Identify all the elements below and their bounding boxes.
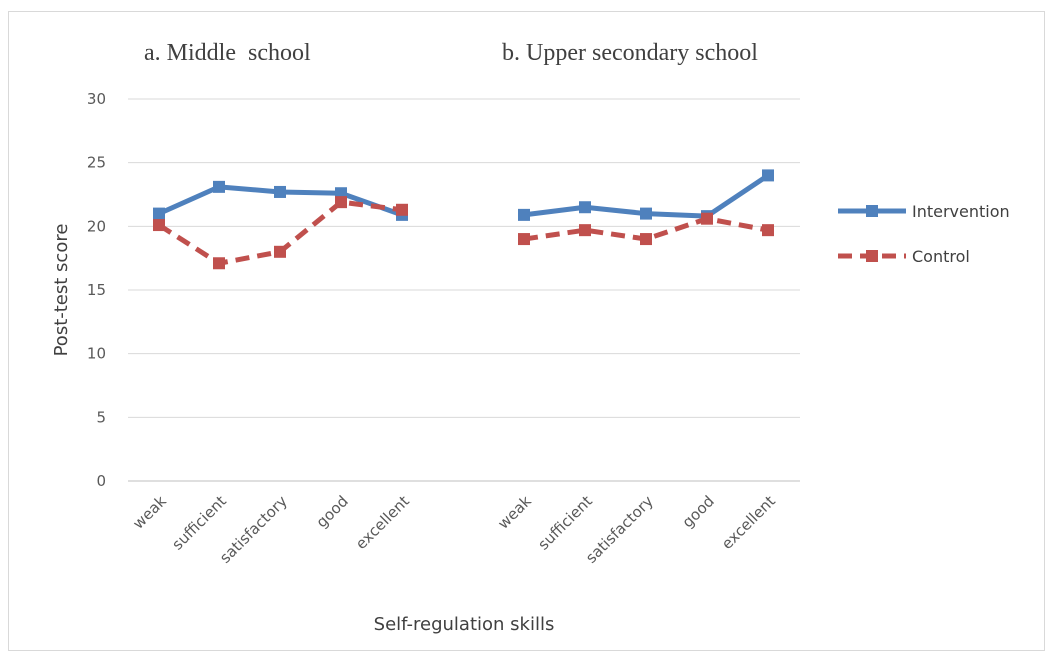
data-point-control-panel-1-sufficient [213, 257, 225, 270]
data-point-intervention-panel-2-satisfactory [640, 207, 652, 220]
legend-marker-control [866, 250, 878, 262]
x-tick-label-panel-2-weak: weak [494, 492, 535, 533]
legend-item-intervention: Intervention [838, 202, 1010, 221]
data-point-intervention-panel-2-sufficient [579, 201, 591, 214]
x-tick-label-panel-1-good: good [313, 492, 352, 531]
data-point-intervention-panel-1-sufficient [213, 180, 225, 193]
data-point-control-panel-2-satisfactory [640, 233, 652, 246]
data-point-control-panel-1-excellent [396, 203, 408, 216]
x-tick-label-panel-1-weak: weak [129, 492, 170, 533]
chart-frame [8, 11, 1045, 651]
x-tick-label-panel-1-sufficient: sufficient [168, 492, 229, 553]
x-tick-label-panel-2-good: good [679, 492, 718, 531]
legend-item-control: Control [838, 247, 970, 266]
y-tick-label-20: 20 [87, 217, 106, 235]
y-tick-label-0: 0 [96, 472, 106, 490]
data-point-control-panel-2-weak [518, 233, 530, 246]
data-point-control-panel-1-satisfactory [274, 245, 286, 258]
y-tick-label-15: 15 [87, 281, 106, 299]
data-point-intervention-panel-1-satisfactory [274, 185, 286, 198]
data-point-control-panel-2-good [701, 212, 713, 225]
data-point-intervention-panel-1-weak [153, 207, 165, 220]
y-tick-label-10: 10 [87, 345, 106, 363]
data-point-control-panel-2-sufficient [579, 224, 591, 237]
legend-label-control: Control [912, 247, 970, 266]
x-axis-title: Self-regulation skills [374, 614, 555, 635]
panel-a-title: a. Middle school [144, 40, 311, 66]
data-point-control-panel-1-good [335, 196, 347, 209]
y-axis-ticks: 0 5 10 15 20 25 30 [87, 90, 106, 490]
y-axis-title: Post-test score [51, 224, 72, 357]
x-tick-label-panel-2-sufficient: sufficient [534, 492, 595, 553]
gridlines [128, 98, 800, 482]
data-point-intervention-panel-2-excellent [762, 169, 774, 182]
legend: Intervention Control [838, 202, 1010, 266]
data-point-control-panel-1-weak [153, 219, 165, 232]
y-tick-label-25: 25 [87, 154, 106, 172]
legend-marker-intervention [866, 205, 878, 217]
data-point-intervention-panel-2-weak [518, 208, 530, 221]
legend-label-intervention: Intervention [912, 202, 1010, 221]
panel-b-title: b. Upper secondary school [502, 40, 758, 66]
y-tick-label-30: 30 [87, 90, 106, 108]
series-lines [153, 169, 774, 270]
x-tick-label-panel-1-excellent: excellent [352, 492, 413, 553]
y-tick-label-5: 5 [96, 408, 106, 426]
x-tick-label-panel-2-excellent: excellent [718, 492, 779, 553]
data-point-control-panel-2-excellent [762, 224, 774, 237]
